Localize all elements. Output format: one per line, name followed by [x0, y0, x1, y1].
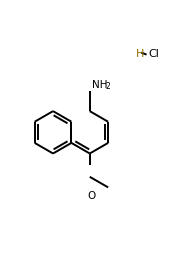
Text: H: H	[136, 49, 144, 59]
Text: NH: NH	[92, 80, 108, 90]
Text: 2: 2	[106, 82, 111, 91]
Text: Cl: Cl	[149, 49, 160, 59]
Text: O: O	[88, 191, 96, 201]
